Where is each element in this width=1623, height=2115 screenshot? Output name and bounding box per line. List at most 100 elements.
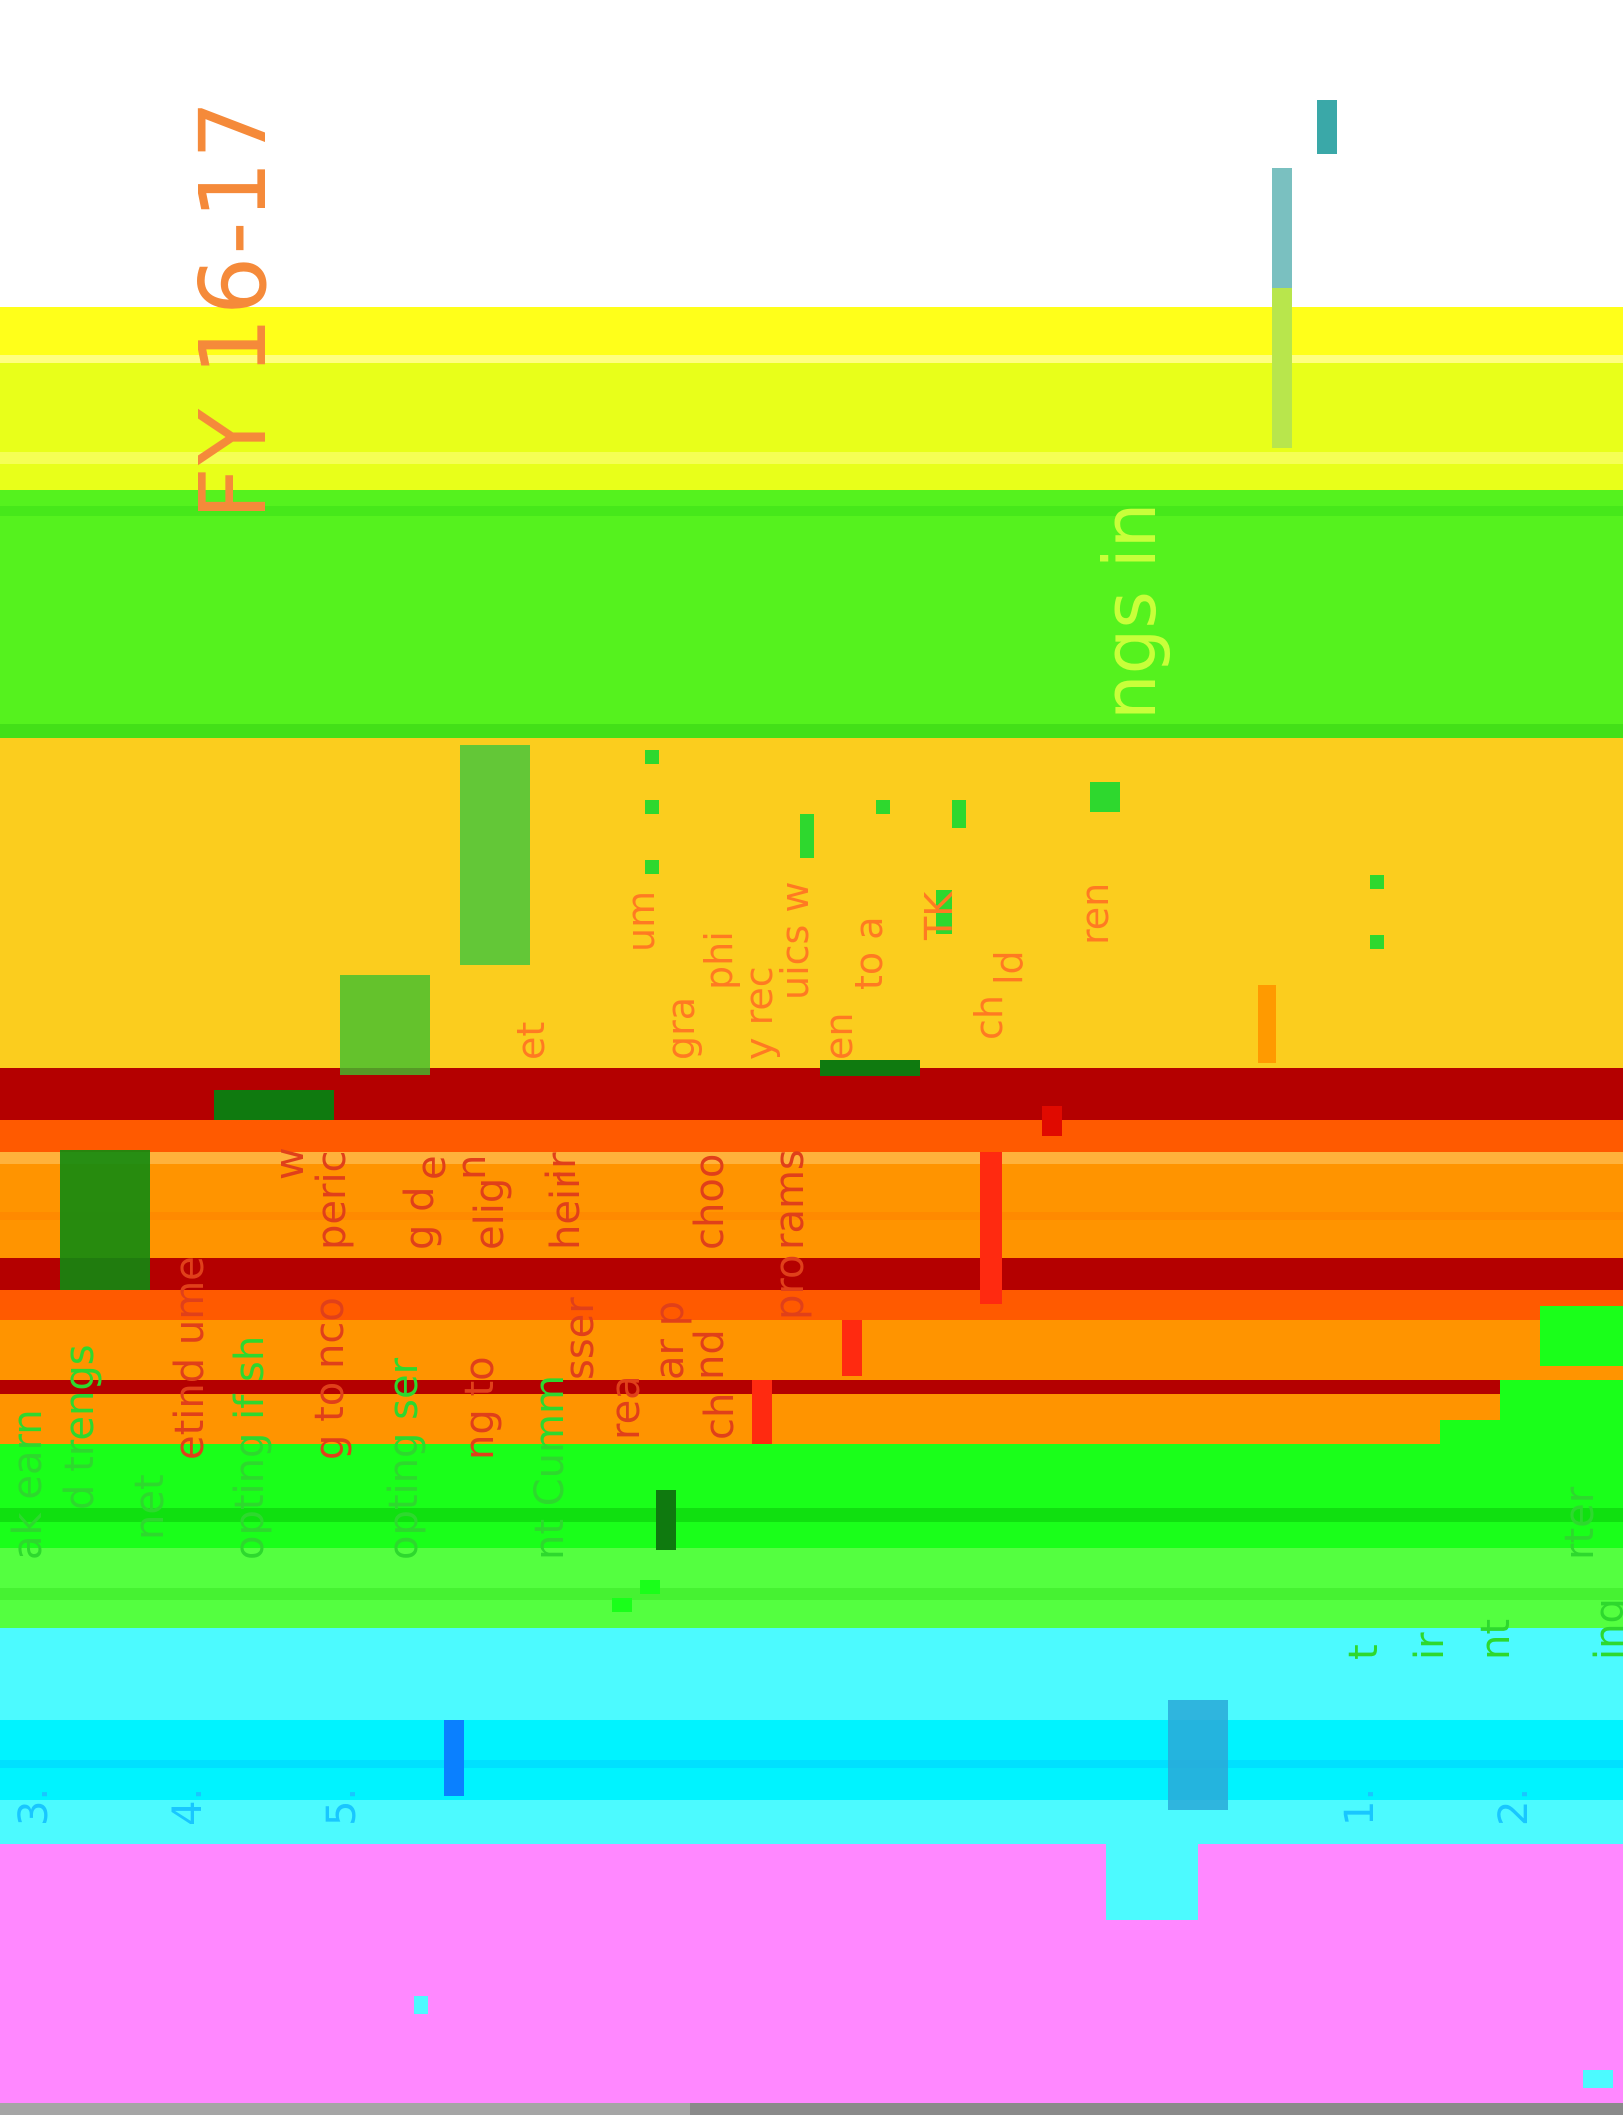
stripe-lime-light [0, 452, 1623, 464]
band-orange-3 [0, 1394, 1623, 1444]
pink-cyan-dot [414, 1996, 428, 2014]
band-bright-green [0, 1444, 1623, 1548]
stripe-green-dark [0, 506, 1623, 516]
band-green [0, 490, 1623, 738]
watermark-title: FY 16-17 [180, 98, 287, 520]
mid-fragment-9: ir [539, 1152, 585, 1180]
stripe-cyan-dark [0, 1760, 1623, 1768]
right-fragment-c: nt [1473, 1618, 1519, 1660]
mid-fragment-5: choo [687, 1153, 733, 1250]
lower-fragment-0: ak earn [5, 1409, 51, 1560]
fragment-col-h: et [509, 1021, 553, 1060]
band-light-cyan-2 [0, 1800, 1623, 1844]
band-white-top [0, 0, 1623, 307]
amber-block-1 [460, 745, 530, 965]
pink-cyan-block [1106, 1844, 1198, 1920]
amber-dot-7 [1370, 875, 1384, 889]
fragment-upper-right: ngs in [1088, 502, 1172, 720]
number-5: 5. [319, 1787, 365, 1826]
mid-fragment-4: heir [543, 1172, 589, 1250]
fragment-col-f: ld [987, 950, 1031, 985]
mid-fragment-0: w [267, 1147, 313, 1180]
stripe-orange-light [0, 1152, 1623, 1164]
amber-block-2 [340, 975, 430, 1075]
right-fragment-d: ir [1407, 1632, 1453, 1660]
amber-dot-8 [1370, 935, 1384, 949]
amber-dot-2 [645, 800, 659, 814]
band-pink [0, 1844, 1623, 2103]
band-orange-red [0, 1120, 1623, 1152]
number-1: 1. [1337, 1787, 1383, 1826]
right-fragment-b: ing [1587, 1598, 1623, 1660]
lower-fragment-1: d trengs [57, 1344, 103, 1510]
lower-fragment-14: pro [767, 1254, 813, 1320]
lower-fragment-11: ar p [647, 1300, 693, 1380]
lower-fragment-5: g to nco [307, 1297, 353, 1460]
amber-dot-1 [645, 750, 659, 764]
lower-fragment-8: nt Cumm [527, 1375, 573, 1560]
right-fragment-a: rter [1557, 1486, 1603, 1560]
lower-fragment-13: ch [697, 1392, 743, 1440]
lower-fragment-6: opting ser [381, 1357, 427, 1560]
mark-teal-bar [1272, 168, 1292, 288]
band-orange-2 [0, 1320, 1623, 1380]
number-2: 2. [1491, 1787, 1537, 1826]
mid-fragment-8: n [449, 1154, 495, 1180]
band-yellow [0, 307, 1623, 362]
orange-green-block [60, 1150, 150, 1290]
stripe-green-dark-2 [0, 724, 1623, 738]
band-orange-red-2 [0, 1290, 1623, 1320]
fragment-col-k: en [817, 1012, 861, 1060]
right-fragment-e: t [1341, 1644, 1387, 1660]
mark-teal-top [1317, 100, 1337, 154]
green-small-mark-2 [612, 1598, 632, 1612]
lower-fragment-7: ng to [457, 1356, 503, 1460]
crimson-green-block-2 [820, 1060, 920, 1076]
fragment-col-g: ren [1073, 882, 1117, 945]
lower-fragment-10: rea [603, 1375, 649, 1440]
lower-fragment-9: sser [557, 1297, 603, 1380]
green-small-mark [640, 1580, 660, 1594]
mid-fragment-7: e [409, 1155, 455, 1180]
amber-dot-3 [645, 860, 659, 874]
fragment-col-c: uics w [773, 881, 817, 1001]
pink-cyan-corner [1583, 2070, 1613, 2088]
crimson-green-block [214, 1090, 334, 1120]
fragment-col-d: to a [847, 916, 891, 990]
lower-fragment-2: net [127, 1474, 173, 1540]
fragment-col-i: gra [659, 996, 703, 1060]
orange-red-bar-2 [842, 1320, 862, 1376]
lower-fragment-3: etind ume [167, 1256, 213, 1460]
stripe-green-mid-2 [0, 1588, 1623, 1600]
number-4: 4. [165, 1787, 211, 1826]
mark-green-bar [1272, 288, 1292, 448]
mid-fragment-6: rams [767, 1149, 813, 1250]
cyan-blue-bar [444, 1720, 464, 1796]
fragment-col-b: phi [697, 931, 741, 990]
fragment-col-e: TK [917, 891, 961, 940]
band-light-cyan [0, 1628, 1623, 1720]
amber-dot-5 [952, 800, 966, 828]
amber-green-bar-2 [936, 890, 952, 934]
band-crimson-3 [0, 1380, 1623, 1394]
amber-dot-4 [876, 800, 890, 814]
orange-red-bar-1 [980, 1152, 1002, 1304]
amber-dot-6 [1090, 782, 1120, 812]
number-3: 3. [11, 1787, 57, 1826]
band-amber [0, 738, 1623, 1068]
amber-green-bar-1 [800, 814, 814, 858]
fragment-col-l: ch [967, 995, 1011, 1040]
lower-fragment-12: nd [687, 1329, 733, 1380]
stripe-orange-mid [0, 1212, 1623, 1220]
grey-light-strip [0, 2103, 690, 2115]
green-dark-mark [656, 1490, 676, 1550]
band-orange [0, 1152, 1623, 1258]
mid-fragment-1: peric [309, 1150, 355, 1250]
stripe-green-mid [0, 1508, 1623, 1522]
band-lime [0, 362, 1623, 490]
orange-red-bar-3 [752, 1380, 772, 1444]
amber-orange-bar [1258, 985, 1276, 1063]
crimson-red-mark [1042, 1106, 1062, 1136]
lower-fragment-4: opting if sh [227, 1335, 273, 1560]
